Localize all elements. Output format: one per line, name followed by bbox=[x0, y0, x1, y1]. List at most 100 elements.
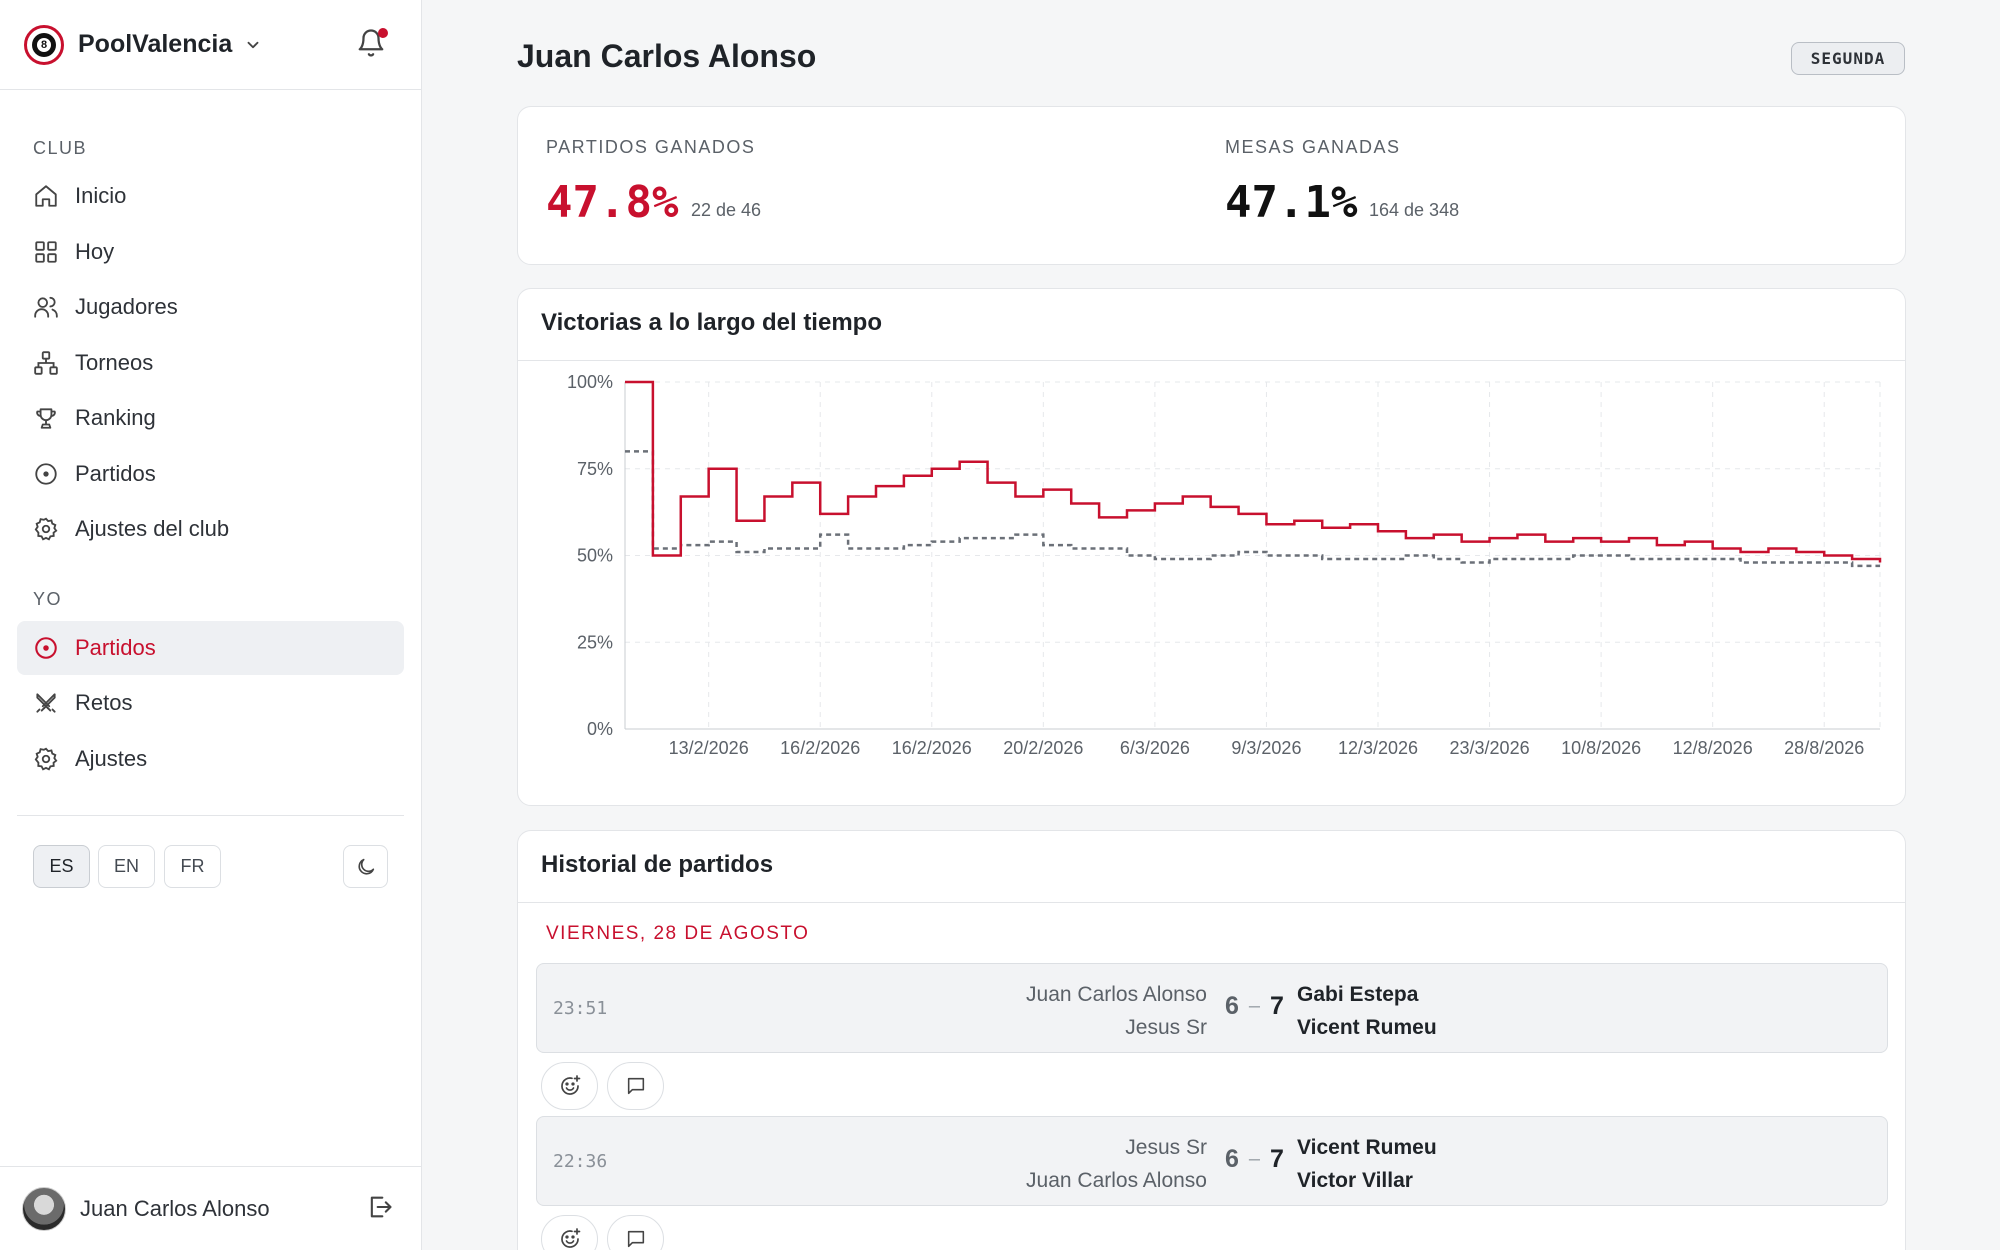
club-switcher[interactable]: 8 PoolValencia bbox=[0, 0, 421, 90]
wins-chart: 0% 25% 50% 75% 100% 13/2/2026 16/2/2026 16/2/20… bbox=[567, 372, 1882, 758]
sidebar-divider bbox=[17, 815, 404, 816]
users-icon bbox=[34, 296, 58, 318]
add-reaction-button[interactable] bbox=[541, 1062, 598, 1110]
player-name: Vicent Rumeu bbox=[1297, 1016, 1437, 1039]
sidebar-item-mis-partidos[interactable]: Partidos bbox=[17, 621, 404, 675]
match-time: 22:36 bbox=[553, 1151, 608, 1172]
date-header: VIERNES, 28 DE AGOSTO bbox=[546, 923, 810, 944]
tier-badge: SEGUNDA bbox=[1791, 42, 1905, 75]
sidebar-item-ajustes[interactable]: Ajustes bbox=[17, 732, 404, 786]
user-name: Juan Carlos Alonso bbox=[80, 1195, 270, 1221]
logout-icon bbox=[370, 1196, 392, 1218]
lang-button-fr[interactable]: FR bbox=[164, 845, 221, 888]
player-name: Juan Carlos Alonso bbox=[1026, 1169, 1207, 1192]
comment-button[interactable] bbox=[607, 1062, 664, 1110]
target-icon bbox=[35, 463, 57, 485]
bell-icon bbox=[358, 29, 384, 57]
team-left: Juan Carlos Alonso Jesus Sr bbox=[1026, 978, 1207, 1044]
sidebar-item-retos[interactable]: Retos bbox=[17, 676, 404, 730]
sidebar-item-partidos[interactable]: Partidos bbox=[17, 447, 404, 501]
home-icon bbox=[35, 185, 57, 207]
match-score: 6 – 7 bbox=[1225, 1145, 1284, 1174]
notification-dot bbox=[378, 28, 388, 38]
player-name: Gabi Estepa bbox=[1297, 983, 1419, 1006]
sidebar-item-hoy[interactable]: Hoy bbox=[17, 225, 404, 279]
score-separator: – bbox=[1248, 1148, 1261, 1170]
comment-icon bbox=[627, 1077, 644, 1095]
sidebar-item-torneos[interactable]: Torneos bbox=[17, 336, 404, 390]
theme-toggle-button[interactable] bbox=[343, 845, 388, 888]
add-reaction-button[interactable] bbox=[541, 1215, 598, 1250]
player-name: Vicent Rumeu bbox=[1297, 1136, 1437, 1159]
section-label-yo: YO bbox=[33, 589, 63, 609]
score-left: 6 bbox=[1225, 992, 1239, 1020]
match-row[interactable]: 22:36 Jesus Sr Juan Carlos Alonso 6 – 7 … bbox=[536, 1116, 1888, 1206]
sidebar-item-label: Ajustes bbox=[75, 746, 148, 771]
sidebar-item-label: Ajustes del club bbox=[75, 516, 230, 541]
x-tick-label: 12/8/2026 bbox=[1673, 738, 1753, 758]
player-name: Jesus Sr bbox=[1125, 1016, 1207, 1039]
gear-icon bbox=[34, 747, 58, 771]
avatar[interactable] bbox=[22, 1186, 66, 1231]
sidebar-item-ajustes-club[interactable]: Ajustes del club bbox=[17, 502, 404, 556]
x-tick-label: 12/3/2026 bbox=[1338, 738, 1418, 758]
user-footer: Juan Carlos Alonso bbox=[0, 1166, 421, 1250]
matches-won-label: PARTIDOS GANADOS bbox=[546, 137, 756, 157]
smile-plus-icon bbox=[560, 1228, 580, 1248]
grid-icon bbox=[35, 241, 57, 263]
tables-won-label: MESAS GANADAS bbox=[1225, 137, 1401, 157]
x-tick-label: 23/3/2026 bbox=[1450, 738, 1530, 758]
comment-button[interactable] bbox=[607, 1215, 664, 1250]
team-left: Jesus Sr Juan Carlos Alonso bbox=[1026, 1131, 1207, 1197]
comment-icon bbox=[627, 1230, 644, 1248]
sidebar-item-label: Partidos bbox=[75, 461, 156, 486]
page-title: Juan Carlos Alonso bbox=[517, 38, 817, 74]
y-tick-label: 100% bbox=[567, 372, 613, 392]
card-separator bbox=[518, 902, 1905, 903]
y-tick-label: 75% bbox=[577, 459, 613, 479]
score-left: 6 bbox=[1225, 1145, 1239, 1173]
match-time: 23:51 bbox=[553, 998, 608, 1019]
lang-button-en[interactable]: EN bbox=[98, 845, 155, 888]
player-name: Juan Carlos Alonso bbox=[1026, 983, 1207, 1006]
score-separator: – bbox=[1248, 995, 1261, 1017]
team-right: Vicent Rumeu Victor Villar bbox=[1297, 1131, 1437, 1197]
lang-button-es[interactable]: ES bbox=[33, 845, 90, 888]
stats-card: PARTIDOS GANADOS 47.8% 22 de 46 MESAS GA… bbox=[517, 106, 1906, 265]
matches-won-value: 47.8% bbox=[546, 177, 679, 228]
series-line-tables bbox=[625, 450, 1880, 568]
tables-won-detail: 164 de 348 bbox=[1369, 200, 1460, 220]
wins-chart-card: Victorias a lo largo del tiempo 0% 25% 50%… bbox=[517, 288, 1906, 806]
sidebar-item-label: Inicio bbox=[75, 183, 127, 208]
sidebar-item-label: Jugadores bbox=[75, 294, 178, 319]
section-label-club: CLUB bbox=[33, 138, 88, 158]
sidebar-item-inicio[interactable]: Inicio bbox=[17, 169, 404, 223]
series-line-matches bbox=[625, 380, 1882, 563]
match-row[interactable]: 23:51 Juan Carlos Alonso Jesus Sr 6 – 7 … bbox=[536, 963, 1888, 1053]
matches-won-detail: 22 de 46 bbox=[691, 200, 762, 220]
moon-icon bbox=[357, 858, 374, 875]
target-icon bbox=[35, 637, 57, 659]
sidebar-item-label: Torneos bbox=[75, 350, 154, 375]
y-tick-label: 0% bbox=[587, 719, 613, 739]
card-separator bbox=[518, 360, 1905, 361]
club-logo: 8 bbox=[24, 24, 64, 65]
notifications-button[interactable] bbox=[356, 28, 388, 62]
smile-plus-icon bbox=[560, 1075, 580, 1095]
sidebar-item-ranking[interactable]: Ranking bbox=[17, 391, 404, 445]
x-tick-label: 16/2/2026 bbox=[780, 738, 860, 758]
sidebar: 8 PoolValencia CLUB Inicio Hoy Jugadores… bbox=[0, 0, 422, 1250]
x-tick-label: 20/2/2026 bbox=[1003, 738, 1083, 758]
x-tick-label: 6/3/2026 bbox=[1120, 738, 1190, 758]
match-history-card: Historial de partidos VIERNES, 28 DE AGO… bbox=[517, 830, 1906, 1250]
gear-icon bbox=[34, 517, 58, 541]
sidebar-item-jugadores[interactable]: Jugadores bbox=[17, 280, 404, 334]
x-tick-label: 9/3/2026 bbox=[1231, 738, 1301, 758]
club-name: PoolValencia bbox=[78, 30, 233, 58]
swords-icon bbox=[36, 693, 56, 713]
x-tick-label: 13/2/2026 bbox=[669, 738, 749, 758]
history-title: Historial de partidos bbox=[541, 851, 774, 878]
sidebar-item-label: Retos bbox=[75, 690, 133, 715]
logout-button[interactable] bbox=[366, 1193, 394, 1221]
x-tick-label: 28/8/2026 bbox=[1784, 738, 1864, 758]
